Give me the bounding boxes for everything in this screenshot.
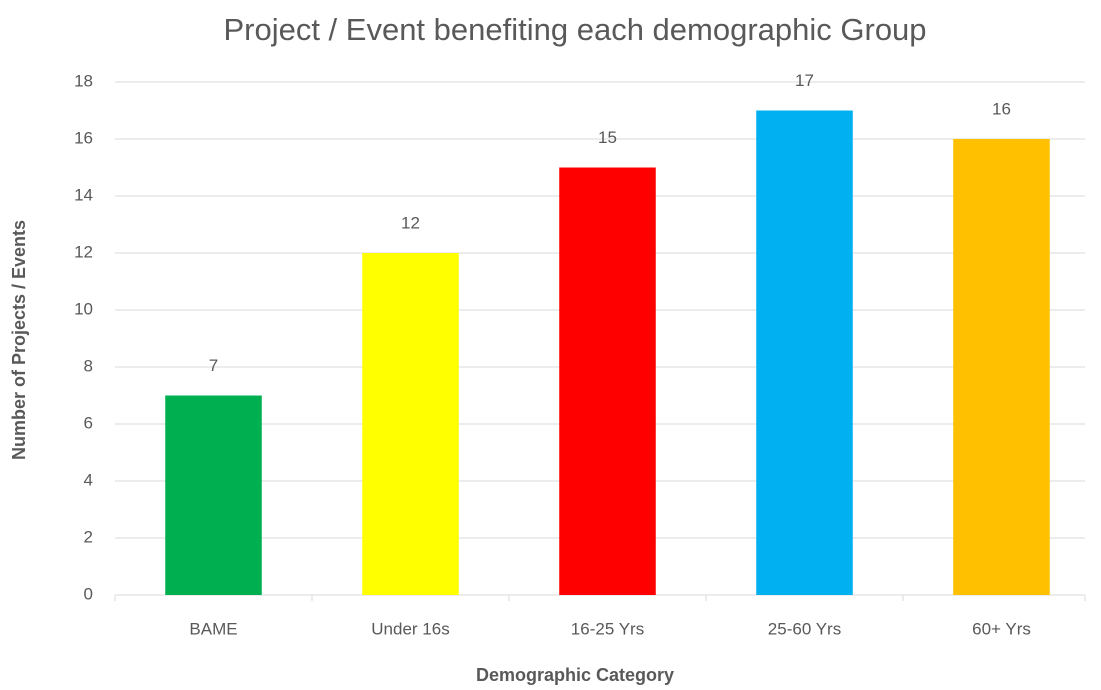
y-tick-label: 2 [84, 527, 93, 546]
value-label: 15 [598, 128, 617, 147]
y-tick-label: 16 [74, 128, 93, 147]
x-tick-label: 60+ Yrs [972, 619, 1031, 638]
x-tick-label: 25-60 Yrs [768, 619, 841, 638]
value-label: 7 [209, 356, 218, 375]
value-label: 17 [795, 71, 814, 90]
bar [559, 167, 656, 595]
x-axis-label: Demographic Category [476, 665, 674, 685]
y-tick-label: 10 [74, 299, 93, 318]
y-tick-label: 12 [74, 242, 93, 261]
y-tick-label: 18 [74, 71, 93, 90]
y-tick-label: 4 [84, 470, 93, 489]
bar [362, 253, 459, 595]
y-tick-label: 14 [74, 185, 93, 204]
value-label: 12 [401, 213, 420, 232]
x-tick-label: 16-25 Yrs [571, 619, 644, 638]
x-tick-label: BAME [189, 619, 237, 638]
bar [953, 139, 1050, 595]
y-axis-label: Number of Projects / Events [9, 220, 29, 460]
value-label: 16 [992, 99, 1011, 118]
y-tick-label: 0 [84, 584, 93, 603]
bar [756, 110, 853, 595]
x-tick-label: Under 16s [371, 619, 449, 638]
chart-title: Project / Event benefiting each demograp… [223, 12, 926, 47]
bar [165, 395, 262, 595]
y-tick-label: 8 [84, 356, 93, 375]
y-tick-label: 6 [84, 413, 93, 432]
